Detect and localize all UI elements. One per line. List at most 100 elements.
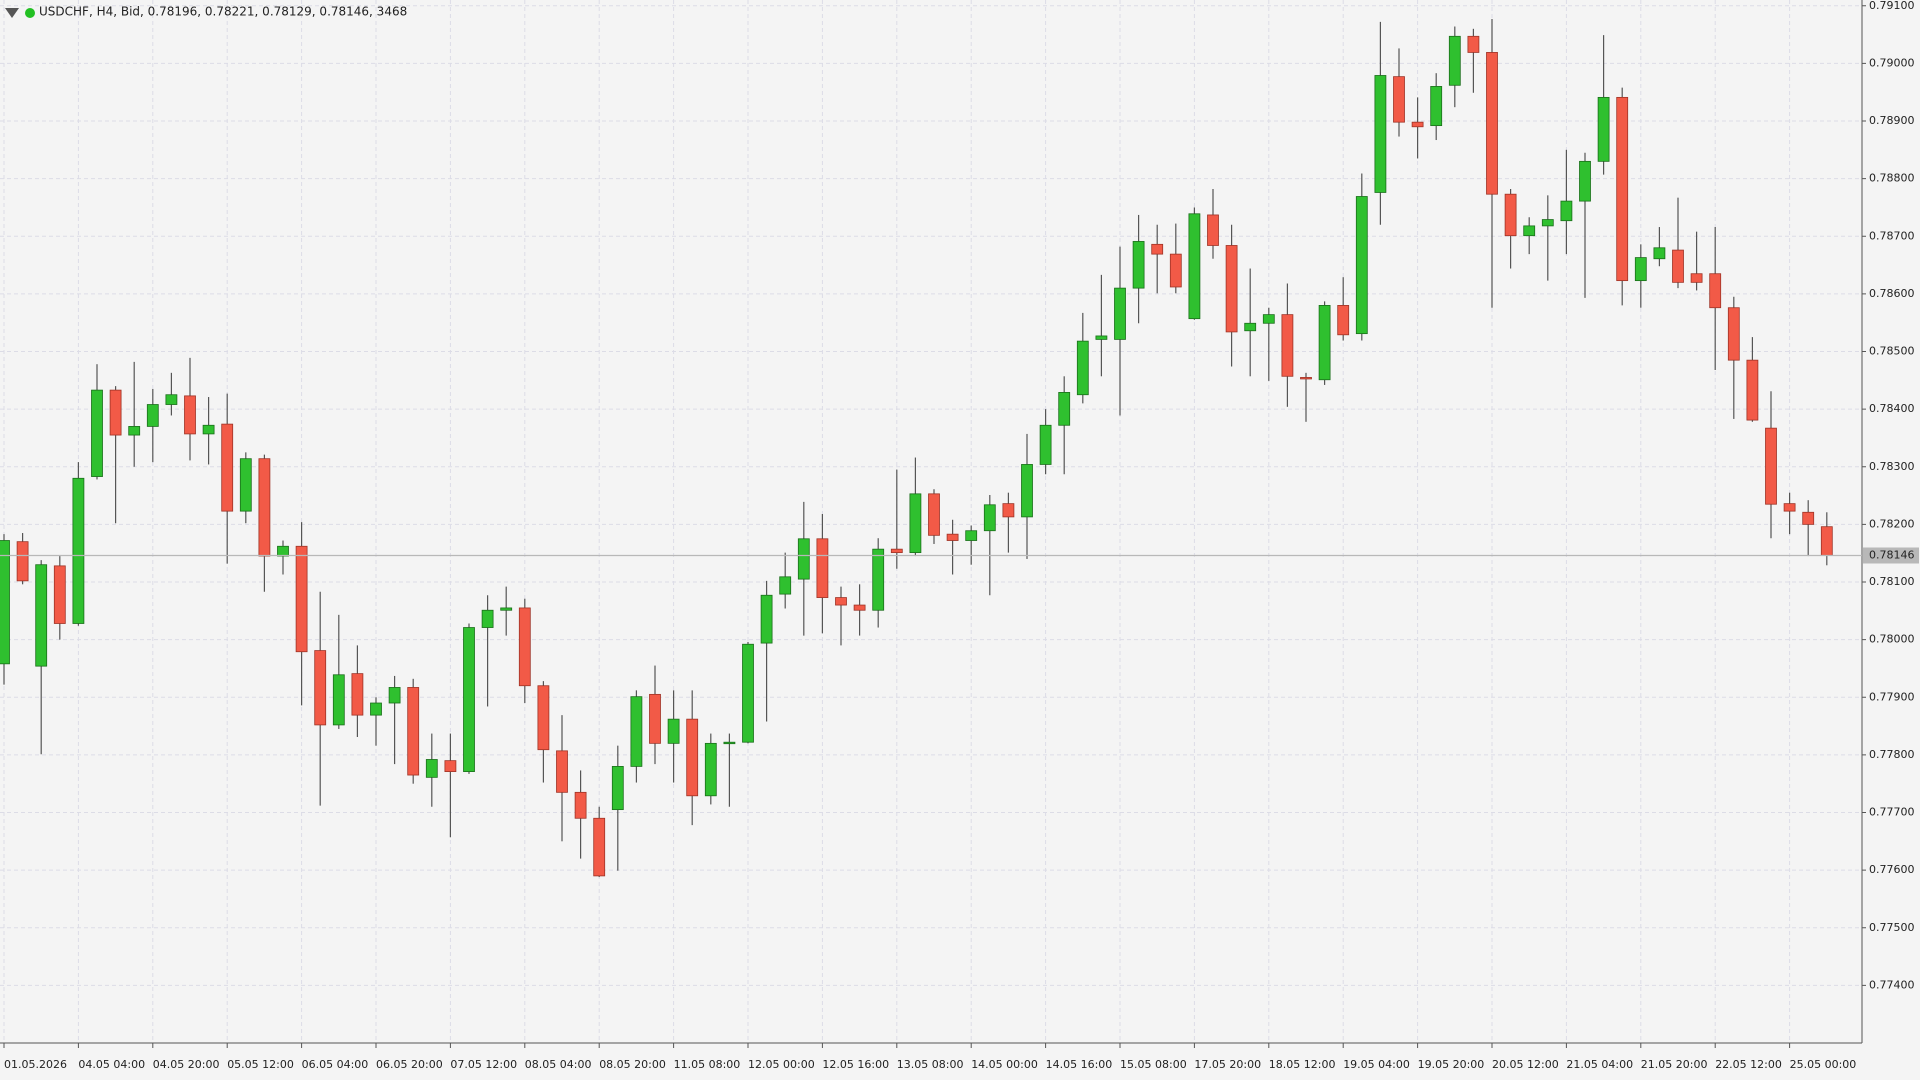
x-tick-label: 14.05 00:00	[971, 1058, 1038, 1071]
x-tick-label: 15.05 08:00	[1120, 1058, 1187, 1071]
y-tick-label: 0.77900	[1869, 690, 1915, 703]
candle-body	[91, 389, 103, 477]
y-tick-label: 0.77700	[1869, 806, 1915, 819]
candle-body	[500, 607, 513, 611]
candle-body	[202, 424, 215, 435]
candle-body	[1021, 464, 1033, 518]
candle-body	[1318, 305, 1331, 381]
x-tick-label: 17.05 20:00	[1194, 1058, 1261, 1071]
candle-body	[388, 687, 401, 704]
candle-body	[1727, 307, 1740, 361]
candle-body	[1281, 314, 1294, 377]
candle-body	[1672, 249, 1684, 283]
candle-body	[686, 718, 699, 797]
candle-body	[1430, 86, 1443, 127]
y-tick-label: 0.78300	[1869, 460, 1915, 473]
menu-triangle[interactable]	[5, 8, 19, 18]
candle-body	[928, 493, 940, 536]
candle-body	[1207, 214, 1219, 246]
candle-body	[277, 545, 289, 557]
candle-body	[556, 750, 568, 793]
candle-body	[1616, 96, 1629, 282]
y-tick-label: 0.77600	[1869, 863, 1915, 876]
candle-body	[1597, 96, 1610, 162]
candle-body	[1690, 273, 1703, 283]
candle-body	[853, 604, 866, 611]
candle-body	[1095, 335, 1108, 340]
chart-header: USDCHF, H4, Bid, 0.78196, 0.78221, 0.781…	[39, 5, 407, 19]
y-tick-label: 0.77800	[1869, 748, 1915, 761]
candle-body	[537, 685, 550, 751]
y-tick-label: 0.79100	[1869, 0, 1915, 12]
candle-body	[1746, 359, 1759, 421]
y-tick-label: 0.78800	[1869, 172, 1915, 185]
x-tick-label: 06.05 20:00	[376, 1058, 443, 1071]
candle-body	[314, 650, 327, 726]
candle-body	[518, 607, 531, 687]
grid	[0, 0, 1862, 1043]
x-tick-label: 12.05 16:00	[822, 1058, 889, 1071]
candle-body	[53, 565, 66, 624]
x-tick-label: 19.05 04:00	[1343, 1058, 1410, 1071]
candle-body	[1820, 526, 1833, 556]
candle-body	[1114, 287, 1126, 340]
candle-body	[890, 548, 903, 554]
candle-body	[816, 538, 829, 598]
candle-body	[872, 548, 885, 611]
y-tick-label: 0.78900	[1869, 114, 1915, 127]
candle-body	[332, 674, 345, 726]
candle-body	[0, 540, 10, 665]
candle-body	[1653, 247, 1666, 260]
x-tick-label: 07.05 12:00	[450, 1058, 517, 1071]
y-tick-label: 0.78100	[1869, 575, 1915, 588]
candle-body	[1783, 503, 1796, 512]
x-tick-label: 06.05 04:00	[302, 1058, 369, 1071]
y-tick-label: 0.77400	[1869, 978, 1915, 991]
x-tick-label: 04.05 04:00	[78, 1058, 145, 1071]
candle-body	[983, 504, 996, 532]
candle-body	[165, 394, 178, 405]
candle-body	[444, 760, 457, 772]
candle-body	[835, 597, 847, 606]
bid-label-box	[1863, 547, 1919, 564]
candle-body	[1504, 193, 1517, 237]
candle-body	[1560, 200, 1573, 222]
candle-body	[1132, 241, 1145, 289]
candle-body	[611, 766, 624, 811]
candle-body	[463, 627, 475, 772]
x-tick-label: 05.05 12:00	[227, 1058, 294, 1071]
candle-body	[742, 643, 754, 743]
candle-body	[128, 426, 141, 436]
candle-body	[146, 404, 159, 427]
candle-body	[1151, 243, 1164, 255]
x-tick-label: 12.05 00:00	[748, 1058, 815, 1071]
candle-body	[239, 458, 252, 512]
x-tick-label: 13.05 08:00	[897, 1058, 964, 1071]
candle-body	[1355, 196, 1368, 335]
candle-body	[593, 817, 606, 877]
x-tick-label: 20.05 12:00	[1492, 1058, 1559, 1071]
candle-body	[407, 687, 420, 776]
candle-body	[946, 533, 959, 541]
candle-body	[109, 389, 122, 436]
candle-body	[1039, 424, 1052, 465]
candle-body	[258, 458, 271, 557]
x-tick-label: 19.05 20:00	[1418, 1058, 1485, 1071]
candle-body	[425, 759, 438, 778]
candle-body	[1541, 219, 1554, 227]
candle-body	[184, 395, 196, 435]
x-tick-label: 18.05 12:00	[1269, 1058, 1336, 1071]
candle-body	[16, 541, 29, 582]
x-tick-label: 22.05 12:00	[1715, 1058, 1782, 1071]
candle-body	[1486, 52, 1498, 195]
candle-body	[1523, 225, 1536, 237]
candle-body	[1188, 213, 1201, 320]
candle-body	[1169, 253, 1182, 288]
candle-body	[1262, 314, 1275, 324]
status-dot	[25, 8, 35, 18]
y-tick-label: 0.78500	[1869, 345, 1915, 358]
candle-body	[351, 673, 364, 716]
